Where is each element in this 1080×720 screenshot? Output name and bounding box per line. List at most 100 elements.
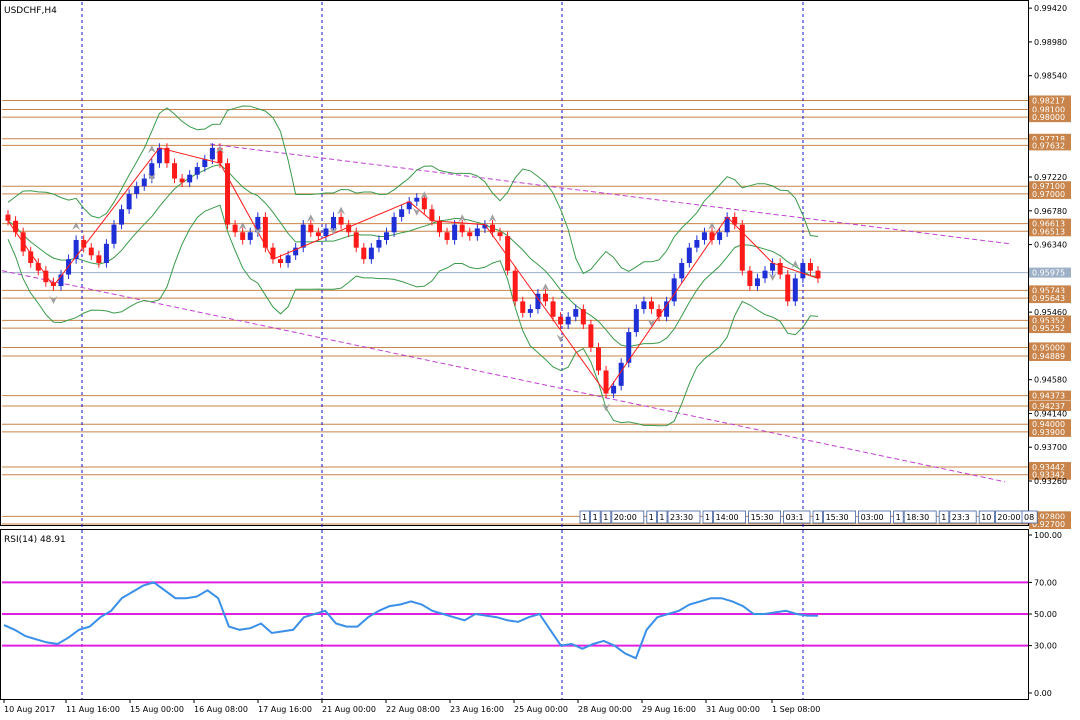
bull-candle [300, 224, 306, 248]
fractal-down-arrow [49, 296, 58, 305]
bear-candle [739, 224, 745, 271]
fractal-down-arrow [412, 207, 421, 216]
bear-candle [520, 301, 526, 313]
level-label: 0.93342 [1032, 471, 1065, 480]
fractal-down-arrow [556, 334, 565, 343]
bull-candle [792, 278, 798, 302]
bull-candle [633, 309, 639, 333]
bull-candle [376, 239, 382, 248]
level-badge [1029, 285, 1071, 296]
time-tick-label: 23 Aug 16:00 [450, 705, 504, 714]
bull-candle [717, 232, 723, 240]
bear-candle [308, 224, 314, 233]
level-badge [1029, 390, 1071, 401]
level-label: 0.95643 [1032, 294, 1065, 303]
time-tick-label: 1 Sep 08:00 [772, 705, 820, 714]
session-label: 08 [1024, 513, 1034, 522]
level-badge [1029, 519, 1071, 529]
price-tick-label: 0.96340 [1034, 241, 1067, 250]
session-label: 1 [659, 513, 664, 522]
bull-candle [754, 278, 760, 287]
time-tick-label: 11 Aug 16:00 [66, 705, 120, 714]
level-badge [1029, 293, 1071, 304]
bull-candle [694, 239, 700, 248]
session-label: 15:30 [751, 513, 774, 522]
period-separators [81, 2, 804, 699]
level-label: 0.92800 [1032, 512, 1065, 521]
level-label: 0.95352 [1032, 316, 1065, 325]
bull-candle [762, 270, 768, 279]
time-axis: 10 Aug 2017 11 Aug 16:00 15 Aug 00:00 16 Au… [3, 699, 820, 714]
level-badge [1029, 218, 1071, 229]
rsi-tick-label: 100.00 [1034, 531, 1062, 540]
time-tick-label: 28 Aug 00:00 [578, 705, 632, 714]
bear-candle [96, 255, 102, 263]
bear-candle [777, 263, 783, 275]
price-tick-label: 0.93700 [1034, 443, 1067, 452]
bull-candle [187, 174, 193, 183]
session-box [657, 510, 668, 524]
fractal-up-arrow [708, 221, 717, 230]
middle-band [7, 164, 819, 348]
fractal-up-arrow [238, 221, 247, 230]
bull-candle [399, 209, 405, 217]
level-label: 0.98217 [1032, 96, 1065, 105]
level-badge [1029, 462, 1071, 473]
session-label: 03:1 [786, 513, 804, 522]
bear-candle [580, 309, 586, 325]
bear-candle [815, 270, 821, 279]
fractal-down-arrow [602, 403, 611, 412]
bollinger-bands [7, 105, 819, 427]
level-label: 0.95743 [1032, 286, 1065, 295]
bear-candle [489, 224, 495, 233]
time-tick-label: 17 Aug 16:00 [258, 705, 312, 714]
session-label: 03:00 [861, 513, 884, 522]
time-tick-label: 15 Aug 00:00 [130, 705, 184, 714]
bear-candle [656, 309, 662, 317]
level-badge [1029, 133, 1071, 144]
level-label: 0.97000 [1032, 190, 1065, 199]
bear-candle [558, 316, 564, 325]
bull-candle [156, 147, 162, 164]
level-badge [1029, 323, 1071, 334]
session-label: 1 [815, 513, 820, 522]
rsi-tick-label: 50.00 [1034, 610, 1057, 619]
bear-candle [785, 274, 791, 302]
time-tick-label: 25 Aug 00:00 [514, 705, 568, 714]
bull-candle [686, 247, 692, 263]
level-badge [1029, 350, 1071, 361]
upper-band [7, 105, 819, 275]
rsi-indicator: 100.00 70.00 50.00 30.00 0.00 [2, 531, 1062, 698]
level-badge [1029, 401, 1071, 412]
price-tick-label: 0.99420 [1034, 4, 1067, 13]
rsi-tick-label: 70.00 [1034, 578, 1057, 587]
session-box [579, 510, 591, 524]
bull-candle [641, 301, 647, 310]
bull-candle [58, 274, 64, 287]
level-label: 0.98000 [1032, 113, 1065, 122]
price-tick-label: 0.98980 [1034, 38, 1067, 47]
fractal-up-arrow [147, 145, 156, 154]
bear-candle [43, 270, 49, 283]
level-label: 0.94373 [1032, 392, 1065, 401]
bull-candle [255, 216, 261, 233]
fractal-up-arrow [488, 214, 497, 223]
price-tick-label: 0.94580 [1034, 376, 1067, 385]
level-label: 0.95252 [1032, 324, 1065, 333]
session-label: 1 [603, 513, 608, 522]
bear-candle [648, 301, 654, 310]
bull-candle [141, 178, 147, 187]
session-label: 20:00 [614, 513, 637, 522]
bear-candle [361, 247, 367, 260]
level-label: 0.97718 [1032, 135, 1065, 144]
session-label: 1 [941, 513, 946, 522]
bull-candle [293, 247, 299, 256]
level-label: 0.94000 [1032, 420, 1065, 429]
fractal-down-arrow [253, 226, 262, 235]
bull-candle [535, 293, 541, 310]
bear-candle [467, 232, 473, 237]
bull-candle [664, 301, 670, 317]
price-tick-label: 0.96780 [1034, 207, 1067, 216]
level-badge [1029, 112, 1071, 123]
